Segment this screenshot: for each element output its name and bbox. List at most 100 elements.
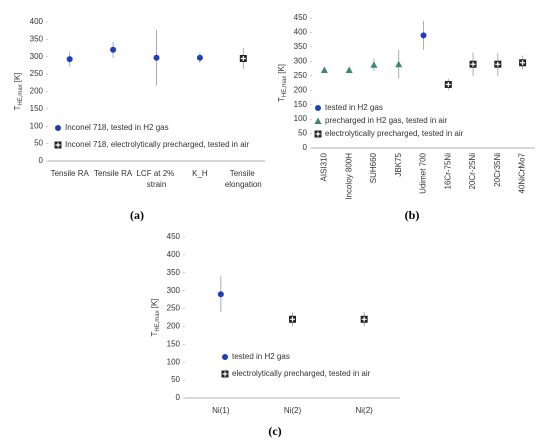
marker: [420, 32, 427, 39]
y-tick-label: 150: [294, 100, 308, 109]
x-tick-label: 40NiCrMo7: [518, 152, 527, 193]
x-tick-label: Udimet 700: [419, 152, 428, 193]
y-tick-label: 300: [294, 56, 308, 65]
y-tick-label: 300: [167, 286, 181, 295]
x-tick-label: AISI310: [319, 152, 328, 181]
x-tick-label: Tensile elongation: [225, 169, 262, 189]
marker-cross: [470, 61, 476, 67]
y-tick-label: 350: [167, 268, 181, 277]
y-tick-label: 0: [176, 393, 181, 402]
x-tick-line: K_H: [192, 169, 208, 178]
marker: [289, 315, 296, 323]
y-tick-label: 150: [167, 339, 181, 348]
y-tick-label: 150: [30, 104, 44, 113]
y-tick-label: 400: [167, 250, 181, 259]
y-tick-label: 400: [30, 17, 44, 26]
marker-cross: [315, 131, 321, 137]
y-tick-label: 0: [39, 156, 44, 165]
marker: [519, 59, 527, 67]
x-tick-line: Ni(1): [212, 406, 230, 415]
panel-label: (a): [130, 208, 144, 222]
y-label-sub: HE,max: [18, 84, 24, 105]
x-tick-label: Ni(2): [284, 406, 302, 415]
marker: [217, 291, 224, 298]
y-label-unit: [K]: [150, 298, 159, 308]
panel-label: (c): [268, 424, 281, 438]
x-tick-label: SUH660: [369, 152, 378, 183]
marker: [444, 80, 452, 88]
x-tick-label: JBK75: [394, 152, 403, 176]
marker: [66, 56, 73, 63]
x-tick-line: elongation: [225, 180, 262, 189]
legend-label: electrolytically precharged, tested in a…: [232, 369, 371, 378]
marker-cross: [520, 60, 526, 66]
y-tick-label: 350: [30, 34, 44, 43]
y-tick-label: 100: [30, 121, 44, 130]
legend-label: tested in H2 gas: [325, 103, 383, 112]
marker: [494, 60, 502, 68]
legend-label: Inconel 718, tested in H2 gas: [65, 123, 169, 132]
y-label-sub: HE,max: [155, 310, 161, 331]
y-tick-label: 200: [294, 85, 308, 94]
y-tick-label: 200: [30, 87, 44, 96]
marker: [110, 46, 117, 53]
marker: [55, 125, 61, 131]
marker-cross: [445, 81, 451, 87]
panel-label: (b): [405, 208, 420, 222]
x-tick-label: LCF at 2% strain: [136, 169, 176, 189]
y-axis-label: THE,max [K]: [13, 72, 23, 110]
marker-cross: [240, 55, 246, 61]
marker: [222, 354, 228, 360]
marker: [320, 66, 328, 73]
x-tick-line: LCF at 2%: [136, 169, 176, 178]
y-tick-label: 0: [303, 143, 308, 152]
y-label-main: T: [13, 106, 22, 111]
marker: [239, 54, 247, 62]
legend-label: Inconel 718, electrolytically precharged…: [65, 140, 249, 149]
x-tick-line: Tensile: [230, 169, 257, 178]
y-tick-label: 450: [294, 13, 308, 22]
y-tick-label: 100: [167, 357, 181, 366]
marker: [370, 61, 378, 68]
marker: [469, 60, 477, 68]
x-tick-label: 20Cr-25Ni: [468, 153, 477, 190]
y-label-unit: [K]: [277, 64, 286, 74]
marker-cross: [361, 316, 367, 322]
y-axis-label: THE,max [K]: [277, 64, 287, 102]
x-tick-label: Tensile RA: [94, 169, 133, 178]
marker: [221, 370, 229, 378]
x-tick-label: 20Cr35Ni: [493, 153, 502, 187]
y-axis-label: THE,max [K]: [150, 298, 160, 336]
marker: [54, 141, 62, 149]
marker: [315, 105, 321, 111]
y-tick-label: 50: [298, 129, 307, 138]
x-tick-line: strain: [147, 180, 167, 189]
marker: [314, 117, 322, 124]
x-tick-label: K_H: [192, 169, 208, 178]
x-tick-line: Ni(2): [284, 406, 302, 415]
y-tick-label: 250: [167, 304, 181, 313]
y-label-unit: [K]: [13, 72, 22, 82]
x-tick-label: Ni(2): [355, 406, 373, 415]
marker-cross: [290, 316, 295, 322]
marker: [395, 60, 403, 68]
x-tick-line: Tensile RA: [51, 169, 90, 178]
legend-label: precharged in H2 gas, tested in air: [325, 116, 448, 125]
y-tick-label: 300: [30, 52, 44, 61]
marker-cross: [495, 61, 501, 67]
marker: [153, 54, 160, 61]
y-tick-label: 350: [294, 42, 308, 51]
y-tick-label: 450: [167, 232, 181, 241]
y-tick-label: 250: [294, 71, 308, 80]
marker: [196, 54, 203, 61]
legend-label: electrolytically precharged, tested in a…: [325, 129, 464, 138]
x-tick-label: 16Cr-75Ni: [443, 153, 452, 190]
x-tick-line: Ni(2): [355, 406, 373, 415]
y-label-sub: HE,max: [282, 76, 288, 97]
marker: [360, 315, 368, 323]
x-tick-label: Tensile RA: [51, 169, 90, 178]
y-tick-label: 100: [294, 114, 308, 123]
x-tick-line: Tensile RA: [94, 169, 133, 178]
y-label-main: T: [277, 97, 286, 102]
